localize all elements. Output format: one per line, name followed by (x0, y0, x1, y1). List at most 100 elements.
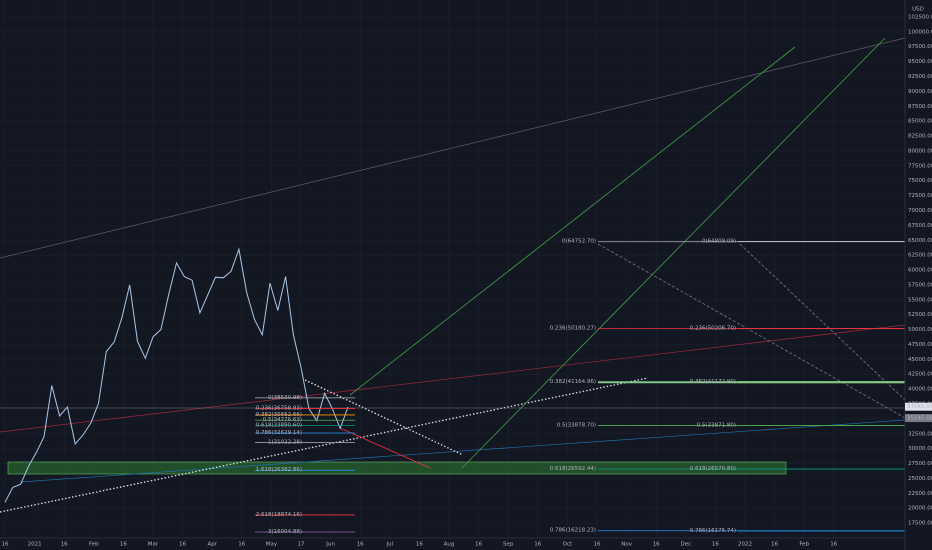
y-tick-label: 70000.00 (908, 208, 932, 214)
x-tick-label: 16 (830, 542, 837, 548)
fib-label: 0.5(33878.70) (557, 423, 596, 429)
x-tick-label: Feb (89, 542, 99, 548)
fib-label: 0.382(41164.96) (550, 379, 596, 385)
x-tick-label: Dec (680, 542, 691, 548)
grid (0, 0, 905, 538)
price-tag (905, 414, 932, 423)
y-tick-label: 60000.00 (908, 268, 932, 274)
fib-label: 0.786(32629.14) (256, 430, 302, 436)
x-tick-label: Nov (621, 542, 632, 548)
x-tick-label: 16 (179, 542, 186, 548)
x-tick-label: 16 (357, 542, 364, 548)
fib-label: 0.786(16218.23) (550, 528, 596, 534)
x-tick-label: Oct (563, 542, 573, 548)
y-tick-label: 17500.00 (908, 521, 932, 527)
y-tick-label: 80000.00 (908, 148, 932, 154)
x-tick-label: 16 (120, 542, 127, 548)
fib-label: 0.786(16175.74) (690, 528, 736, 534)
y-tick-label: 87500.00 (908, 104, 932, 110)
x-tick-label: 2021 (28, 542, 42, 548)
y-tick-label: 57500.00 (908, 282, 932, 288)
y-tick-label: 97500.00 (908, 44, 932, 50)
fib-label: 0(64809.09) (702, 238, 736, 244)
x-tick-label: 16 (771, 542, 778, 548)
x-tick-label: 16 (653, 542, 660, 548)
x-tick-label: Feb (799, 542, 809, 548)
fib-label: 0.618(33890.60) (256, 423, 302, 429)
y-tick-label: 85000.00 (908, 119, 932, 125)
fib-label: 0.236(36758.93) (256, 405, 302, 411)
fib-label: 2.618(18874.16) (256, 512, 302, 518)
y-tick-label: 45000.00 (908, 357, 932, 363)
x-tick-label: May (266, 542, 278, 548)
x-tick-label: 16 (238, 542, 245, 548)
price-tag-label: 35145.00 (907, 416, 932, 422)
price-line (4, 247, 349, 503)
x-tick-label: Mar (148, 542, 159, 548)
y-tick-label: 32500.00 (908, 431, 932, 437)
x-tick-label: 2022 (738, 542, 752, 548)
trend-line (339, 427, 431, 469)
fib-label: 0(64752.70) (562, 239, 596, 245)
fib-label: 0.236(50206.70) (690, 325, 736, 331)
x-tick-label: 16 (61, 542, 68, 548)
fib-label: 0(38530.98) (268, 395, 302, 401)
trend-line (739, 243, 906, 401)
fib-label: 0.236(50180.27) (550, 326, 596, 332)
trend-line (349, 46, 796, 396)
fib-label: 0.382(41172.90) (690, 379, 736, 385)
trend-line (461, 37, 886, 469)
y-tick-label: 72500.00 (908, 193, 932, 199)
y-tick-label: 90000.00 (908, 89, 932, 95)
x-tick-label: 16 (712, 542, 719, 548)
x-tick-label: 16 (416, 542, 423, 548)
fib-label: 0.618(26570.80) (690, 466, 736, 472)
x-tick-label: 17 (298, 542, 305, 548)
y-tick-label: 92500.00 (908, 74, 932, 80)
y-tick-label: 95000.00 (908, 59, 932, 65)
trend-line (304, 379, 464, 456)
y-tick-label: 50000.00 (908, 327, 932, 333)
y-tick-label: 77500.00 (908, 163, 932, 169)
y-tick-label: 65000.00 (908, 238, 932, 244)
fib-label: 0.618(26592.44) (550, 466, 596, 472)
trend-line (19, 419, 906, 483)
trend-line (0, 37, 906, 259)
x-tick-label: 16 (2, 542, 9, 548)
x-tick-label: 16 (475, 542, 482, 548)
fib-label: 1(31022.28) (268, 440, 302, 446)
y-tick-label: 25000.00 (908, 476, 932, 482)
y-tick-label: 67500.00 (908, 223, 932, 229)
y-tick-label: 82500.00 (908, 134, 932, 140)
y-tick-label: 42500.00 (908, 372, 932, 378)
x-tick-label: Sep (503, 542, 514, 548)
price-tag (905, 402, 932, 411)
fib-label: 0.5(33871.80) (697, 423, 736, 429)
y-tick-label: 100000.00 (908, 29, 932, 35)
drawings (0, 37, 906, 513)
x-tick-label: Aug (444, 542, 455, 548)
x-tick-label: 16 (594, 542, 601, 548)
fib-label: 1.618(26382.86) (256, 467, 302, 473)
fib-label: 0.5(34776.63) (263, 417, 302, 423)
y-tick-label: 20000.00 (908, 506, 932, 512)
x-tick-label: 16 (534, 542, 541, 548)
price-tag-label: 37045.95 (907, 404, 932, 410)
y-tick-label: 55000.00 (908, 297, 932, 303)
fib-label: 0.382(35662.66) (256, 412, 302, 418)
trend-line (0, 324, 906, 433)
y-tick-label: 102500.00 (908, 14, 932, 20)
y-tick-label: 30000.00 (908, 446, 932, 452)
x-tick-label: Jun (325, 542, 335, 548)
currency: USD (912, 7, 924, 13)
y-tick-label: 47500.00 (908, 342, 932, 348)
y-tick-label: 52500.00 (908, 312, 932, 318)
zone-box (7, 461, 787, 475)
marks: 0(38530.98) 0.236(36758.93)0.382(35662.66… (4, 238, 905, 535)
y-tick-label: 27500.00 (908, 461, 932, 467)
y-tick-label: 40000.00 (908, 387, 932, 393)
trend-line (597, 243, 906, 419)
y-tick-label: 22500.00 (908, 491, 932, 497)
y-tick-label: 62500.00 (908, 253, 932, 259)
